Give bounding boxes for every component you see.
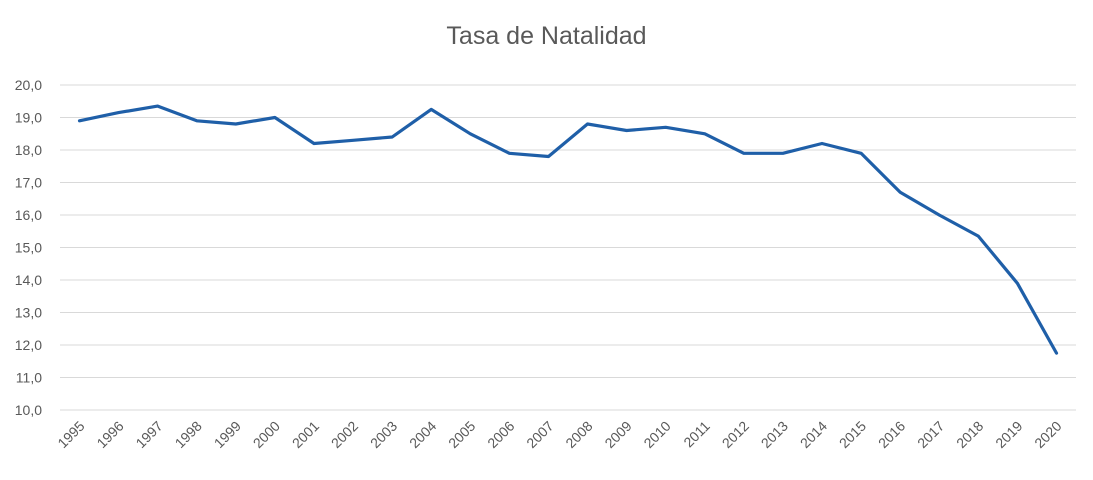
data-point (156, 104, 159, 108)
data-point (508, 152, 511, 155)
data-point (1016, 282, 1019, 285)
y-tick-label: 13,0 (15, 305, 42, 321)
data-point (938, 213, 941, 217)
x-tick-label: 1999 (211, 418, 244, 451)
x-tick-label: 2015 (836, 418, 869, 451)
data-point (586, 122, 589, 126)
y-tick-label: 15,0 (15, 240, 42, 256)
y-tick-label: 16,0 (15, 207, 42, 223)
data-point (625, 129, 628, 132)
data-point (117, 111, 120, 114)
x-tick-label: 2001 (289, 418, 322, 451)
x-tick-label: 2006 (484, 418, 517, 451)
x-tick-label: 2014 (797, 418, 830, 451)
data-point (664, 126, 667, 129)
data-point (859, 152, 863, 155)
data-point (195, 119, 198, 122)
x-tick-label: 2008 (562, 418, 595, 451)
x-tick-label: 2007 (523, 418, 556, 451)
series-line (77, 104, 1059, 355)
y-axis: 10,0 11,0 12,0 13,0 14,0 15,0 16,0 17,0 18,0 19,0… (15, 77, 42, 418)
data-point (547, 155, 550, 158)
x-tick-label: 1996 (93, 418, 126, 451)
x-tick-label: 2019 (992, 418, 1025, 451)
gridlines (60, 84, 1076, 411)
x-tick-label: 2017 (914, 418, 947, 451)
x-tick-label: 2016 (875, 418, 908, 451)
x-tick-label: 2020 (1031, 418, 1064, 451)
data-point (78, 119, 81, 122)
data-point (703, 132, 706, 135)
data-point (273, 116, 277, 119)
x-tick-label: 2012 (719, 418, 752, 451)
x-tick-label: 2010 (640, 418, 673, 451)
x-tick-label: 2005 (445, 418, 478, 451)
data-point (898, 191, 902, 194)
y-tick-label: 19,0 (15, 110, 42, 126)
x-tick-label: 2009 (601, 418, 634, 451)
y-tick-label: 18,0 (15, 142, 42, 158)
chart-title: Tasa de Natalidad (446, 22, 647, 50)
x-tick-label: 2004 (406, 418, 439, 451)
data-point (469, 132, 472, 135)
data-point (312, 142, 316, 145)
x-tick-label: 2011 (680, 418, 713, 451)
y-tick-label: 14,0 (15, 272, 42, 288)
x-tick-label: 2002 (328, 418, 361, 451)
data-point (1055, 351, 1058, 355)
x-tick-label: 1997 (132, 418, 165, 451)
series-layer (77, 104, 1059, 355)
x-tick-label: 2013 (758, 418, 791, 451)
y-tick-label: 17,0 (15, 175, 42, 191)
x-tick-label: 1998 (172, 418, 205, 451)
x-tick-label: 2003 (367, 418, 400, 451)
data-point (430, 108, 433, 111)
data-point (781, 152, 785, 155)
x-tick-label: 1995 (54, 418, 87, 451)
data-point (390, 135, 394, 139)
x-tick-label: 2000 (250, 418, 283, 451)
y-tick-label: 10,0 (15, 402, 42, 418)
x-axis: 1995 1996 1997 1998 1999 2000 2001 2002 2003 2004… (54, 418, 1064, 451)
x-tick-label: 2018 (953, 418, 986, 451)
data-point (820, 142, 824, 145)
data-point (234, 122, 238, 126)
y-tick-label: 12,0 (15, 337, 42, 353)
data-point (977, 234, 980, 238)
y-tick-label: 20,0 (15, 77, 42, 93)
data-point (351, 139, 355, 142)
y-tick-label: 11,0 (16, 370, 42, 386)
data-point (742, 152, 746, 155)
